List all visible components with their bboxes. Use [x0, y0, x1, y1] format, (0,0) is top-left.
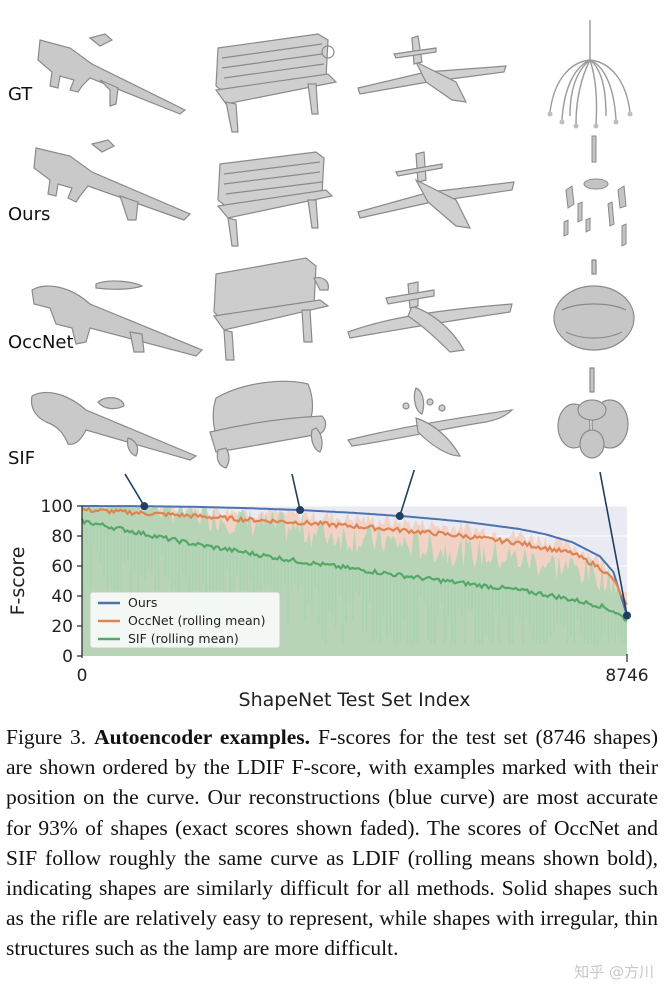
chart-legend: Ours OccNet (rolling mean) SIF (rolling me…: [89, 591, 281, 649]
fscore-chart: 0 20 40 60 80 100 0 8746 ShapeNet Test Set Index…: [7, 470, 649, 711]
x-tick-label: 8746: [605, 666, 648, 686]
sif-bench-render: [204, 374, 332, 470]
marker-airplane: [395, 512, 404, 521]
sif-rifle-render: [28, 380, 200, 464]
ours-bench-render: [212, 146, 340, 252]
row-label-gt: GT: [8, 84, 33, 105]
y-tick-label: 100: [41, 497, 73, 517]
gt-bench-render: [208, 28, 348, 138]
row-label-occnet: OccNet: [8, 332, 74, 353]
y-tick-label: 20: [51, 617, 73, 637]
occnet-rifle-render: [26, 268, 206, 360]
figure-caption: Figure 3. Autoencoder examples. F-scores…: [6, 722, 658, 964]
y-tick-label: 40: [51, 587, 73, 607]
y-tick-label: 0: [62, 647, 73, 667]
pointer-bench: [291, 473, 301, 511]
legend-label: OccNet (rolling mean): [128, 613, 265, 628]
occnet-lamp-render: [548, 258, 640, 360]
sif-airplane-render: [346, 384, 514, 460]
marker-rifle: [140, 502, 149, 511]
ours-rifle-render: [30, 136, 200, 226]
gt-rifle-render: [30, 30, 200, 115]
series-line-ours: [82, 505, 628, 616]
ours-airplane-render: [356, 148, 516, 236]
x-axis-label: ShapeNet Test Set Index: [239, 689, 471, 711]
legend-label: SIF (rolling mean): [128, 631, 239, 646]
occnet-airplane-render: [346, 276, 514, 356]
pointer-airplane: [399, 470, 416, 517]
chart-example-pointers: [124, 470, 631, 620]
gt-lamp-render: [540, 20, 640, 130]
legend-label: Ours: [128, 595, 157, 610]
marker-bench: [296, 506, 305, 515]
row-label-sif: SIF: [8, 448, 36, 469]
series-line-sif: [81, 518, 628, 622]
y-tick-label: 60: [51, 557, 73, 577]
chart-lines: [81, 505, 628, 622]
series-line-occnet: [81, 506, 628, 606]
caption-title: Autoencoder examples.: [94, 725, 311, 749]
x-tick-label: 0: [77, 666, 88, 686]
pointer-lamp: [599, 471, 628, 616]
y-tick-label: 80: [51, 527, 73, 547]
ours-lamp-render: [556, 134, 636, 252]
caption-prefix: Figure 3.: [6, 725, 87, 749]
gt-airplane-render: [356, 32, 508, 112]
marker-lamp: [623, 611, 631, 620]
pointer-rifle: [124, 473, 145, 507]
caption-body: F-scores for the test set (8746 shapes) …: [6, 725, 659, 961]
row-label-ours: Ours: [8, 204, 51, 225]
chart-axes: 0 20 40 60 80 100 0 8746 ShapeNet Test Set Index…: [7, 497, 649, 711]
y-axis-label: F-score: [7, 547, 29, 616]
legend-box: [89, 591, 281, 649]
occnet-bench-render: [208, 256, 332, 364]
sif-lamp-render: [550, 366, 636, 466]
watermark: 知乎 @方川: [574, 963, 654, 981]
